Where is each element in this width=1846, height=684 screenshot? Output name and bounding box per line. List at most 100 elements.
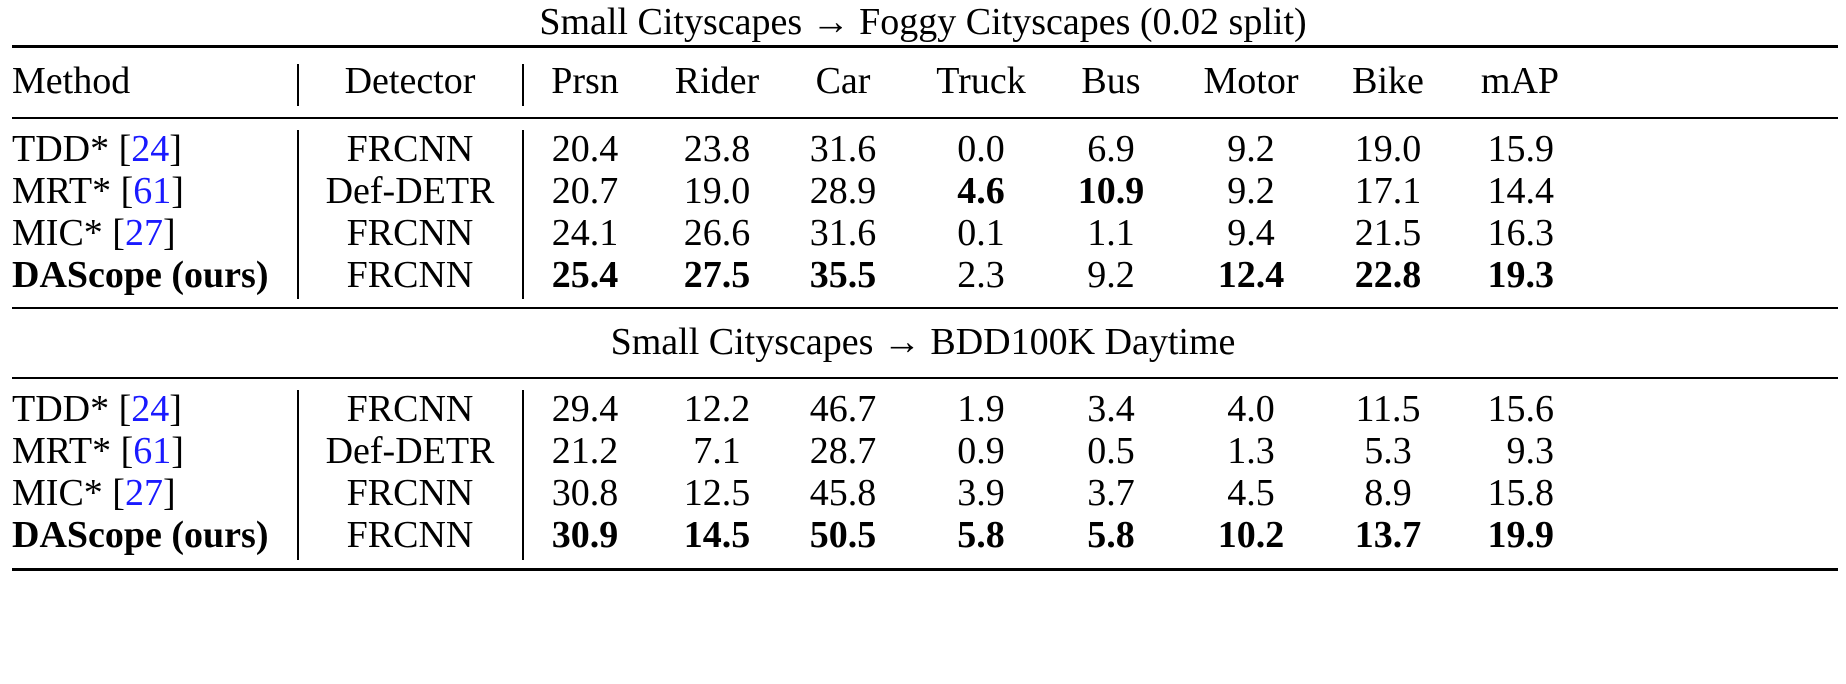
value-cell: 1.3 — [1227, 430, 1275, 472]
value-cell: 4.5 — [1227, 472, 1275, 514]
value-cell: 9.3 — [1506, 430, 1555, 472]
value-cell: 45.8 — [809, 472, 877, 514]
method-name: TDD* — [12, 388, 110, 430]
value-cell: 12.5 — [683, 472, 751, 514]
value-cell: 16.3 — [1487, 212, 1555, 254]
value-cell: 9.2 — [1227, 170, 1275, 212]
header-motor: Motor — [1203, 60, 1299, 102]
value-cell: 0.5 — [1087, 430, 1135, 472]
value-cell: 5.3 — [1364, 430, 1412, 472]
header-truck: Truck — [936, 60, 1026, 102]
detector-cell: Def-DETR — [325, 170, 495, 212]
method-name: MIC* — [12, 212, 103, 254]
table-row: TDD* [24] FRCNN 20.4 23.8 31.6 0.0 6.9 9.2 19.0 1… — [0, 126, 1846, 172]
citation-link[interactable]: 24 — [131, 388, 170, 430]
header-map: mAP — [1480, 60, 1560, 102]
value-cell: 6.9 — [1087, 128, 1135, 170]
value-cell: 21.5 — [1354, 212, 1422, 254]
table-row: MRT* [61] Def-DETR 21.2 7.1 28.7 0.9 0.5 1.3 5.3… — [0, 428, 1846, 474]
body-divider-2a — [522, 130, 524, 299]
value-cell: 7.1 — [693, 430, 741, 472]
value-cell: 10.9 — [1077, 170, 1145, 212]
body-divider-1b — [297, 390, 299, 560]
value-cell: 22.8 — [1354, 254, 1422, 296]
value-cell: 23.8 — [683, 128, 751, 170]
caption-source: Small Cityscapes — [610, 321, 874, 363]
value-cell: 15.6 — [1487, 388, 1555, 430]
bottom-rule — [12, 568, 1838, 571]
header-detector: Detector — [344, 60, 476, 102]
value-cell: 0.9 — [957, 430, 1005, 472]
method-cell: MIC* [27] — [12, 212, 176, 254]
header-rider: Rider — [674, 60, 760, 102]
value-cell: 14.4 — [1487, 170, 1555, 212]
value-cell: 1.9 — [957, 388, 1005, 430]
method-name: MRT* — [12, 170, 112, 212]
value-cell: 13.7 — [1354, 514, 1422, 556]
value-cell: 5.8 — [957, 514, 1005, 556]
value-cell: 15.8 — [1487, 472, 1555, 514]
caption-target: BDD100K Daytime — [930, 321, 1236, 363]
header-bus: Bus — [1081, 60, 1141, 102]
caption-source: Small Cityscapes — [539, 1, 803, 43]
section-caption-foggy: Small Cityscapes → Foggy Cityscapes (0.0… — [0, 0, 1846, 44]
detector-cell: FRCNN — [346, 128, 474, 170]
value-cell: 19.3 — [1487, 254, 1555, 296]
top-rule — [12, 45, 1838, 48]
caption-target: Foggy Cityscapes (0.02 split) — [859, 1, 1307, 43]
citation-link[interactable]: 24 — [131, 128, 170, 170]
value-cell: 29.4 — [551, 388, 619, 430]
table-row: TDD* [24] FRCNN 29.4 12.2 46.7 1.9 3.4 4.0 11.5 1… — [0, 386, 1846, 432]
arrow-icon: → — [811, 1, 850, 43]
method-cell: DAScope (ours) — [12, 512, 268, 558]
header-car: Car — [815, 60, 871, 102]
value-cell: 24.1 — [551, 212, 619, 254]
citation-link[interactable]: 27 — [124, 472, 163, 514]
citation-link[interactable]: 61 — [133, 430, 172, 472]
section-caption-bdd: Small Cityscapes → BDD100K Daytime — [0, 320, 1846, 364]
header-divider-1 — [297, 64, 299, 106]
detector-cell: FRCNN — [346, 254, 474, 296]
method-name: MRT* — [12, 430, 112, 472]
header-bike: Bike — [1352, 60, 1424, 102]
header-row: Method Detector Prsn Rider Car Truck Bus… — [0, 58, 1846, 104]
detector-cell: Def-DETR — [325, 430, 495, 472]
value-cell: 17.1 — [1354, 170, 1422, 212]
value-cell: 4.0 — [1227, 388, 1275, 430]
value-cell: 3.9 — [957, 472, 1005, 514]
table-row: MIC* [27] FRCNN 30.8 12.5 45.8 3.9 3.7 4.5 8.9 15… — [0, 470, 1846, 516]
value-cell: 9.4 — [1227, 212, 1275, 254]
value-cell: 8.9 — [1364, 472, 1412, 514]
value-cell: 21.2 — [551, 430, 619, 472]
value-cell: 20.4 — [551, 128, 619, 170]
value-cell: 3.4 — [1087, 388, 1135, 430]
value-cell: 19.0 — [683, 170, 751, 212]
value-cell: 3.7 — [1087, 472, 1135, 514]
method-name: TDD* — [12, 128, 110, 170]
method-name: DAScope (ours) — [12, 254, 269, 296]
value-cell: 31.6 — [809, 128, 877, 170]
method-name: DAScope (ours) — [12, 514, 269, 556]
detector-cell: FRCNN — [346, 388, 474, 430]
value-cell: 19.0 — [1354, 128, 1422, 170]
value-cell: 0.1 — [957, 212, 1005, 254]
arrow-icon: → — [882, 321, 921, 363]
detector-cell: FRCNN — [346, 472, 474, 514]
value-cell: 15.9 — [1487, 128, 1555, 170]
method-cell: MRT* [61] — [12, 430, 184, 472]
value-cell: 2.3 — [957, 254, 1005, 296]
header-prsn: Prsn — [551, 60, 619, 102]
header-rule — [12, 117, 1838, 119]
value-cell: 4.6 — [957, 170, 1005, 212]
table-row: DAScope (ours) FRCNN 25.4 27.5 35.5 2.3 9.2 12.… — [0, 252, 1846, 298]
value-cell: 30.9 — [551, 514, 619, 556]
value-cell: 14.5 — [683, 514, 751, 556]
table-row: MRT* [61] Def-DETR 20.7 19.0 28.9 4.6 10.9 9.2 1… — [0, 168, 1846, 214]
mid-rule — [12, 307, 1838, 309]
citation-link[interactable]: 27 — [124, 212, 163, 254]
value-cell: 1.1 — [1087, 212, 1135, 254]
method-cell: TDD* [24] — [12, 128, 182, 170]
value-cell: 9.2 — [1087, 254, 1135, 296]
body-divider-1a — [297, 130, 299, 299]
citation-link[interactable]: 61 — [133, 170, 172, 212]
